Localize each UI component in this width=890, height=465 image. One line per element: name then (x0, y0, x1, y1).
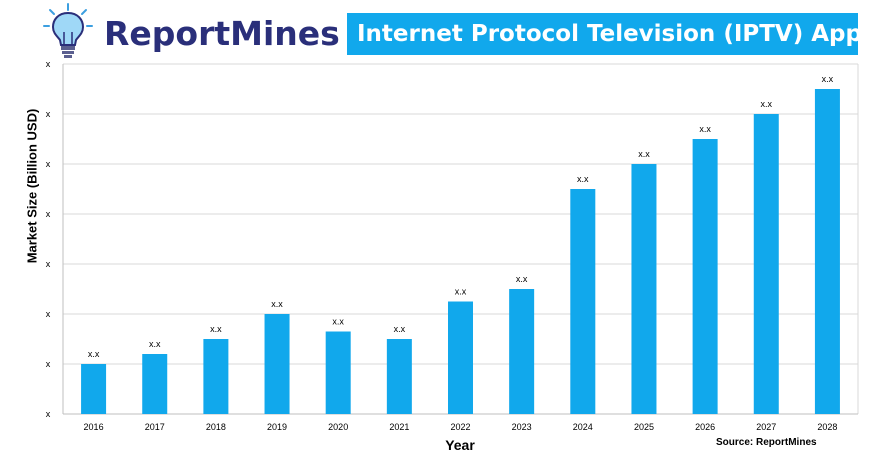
bar (203, 339, 229, 414)
data-label: x.x (699, 124, 711, 134)
data-label: x.x (822, 74, 834, 84)
data-label: x.x (577, 174, 589, 184)
bar (81, 364, 107, 414)
x-tick-label: 2018 (206, 422, 226, 432)
y-tick-label: x (46, 159, 51, 169)
data-label: x.x (149, 339, 161, 349)
bar (325, 331, 351, 414)
data-label: x.x (455, 287, 467, 297)
y-axis-label: Market Size (Billion USD) (24, 108, 40, 264)
bar (692, 139, 718, 414)
x-tick-label: 2024 (573, 422, 593, 432)
bar (509, 289, 535, 414)
data-label: x.x (88, 349, 100, 359)
x-tick-label: 2025 (634, 422, 654, 432)
brand-logo: ReportMines (42, 2, 342, 62)
x-tick-label: 2026 (695, 422, 715, 432)
y-tick-label: x (46, 259, 51, 269)
data-label: x.x (271, 299, 283, 309)
bar (386, 339, 412, 414)
y-tick-label: x (46, 209, 51, 219)
x-tick-label: 2021 (389, 422, 409, 432)
y-tick-label: x (46, 359, 51, 369)
y-tick-label: x (46, 309, 51, 319)
x-tick-label: 2023 (512, 422, 532, 432)
x-tick-label: 2019 (267, 422, 287, 432)
lightbulb-icon (43, 3, 93, 58)
data-label: x.x (210, 324, 222, 334)
bar (264, 314, 290, 414)
x-axis-label: Year (445, 437, 475, 453)
y-tick-label: x (46, 109, 51, 119)
x-tick-label: 2020 (328, 422, 348, 432)
bar (142, 354, 168, 414)
data-label: x.x (761, 99, 773, 109)
y-tick-label: x (46, 59, 51, 69)
x-tick-label: 2027 (756, 422, 776, 432)
y-tick-label: x (46, 409, 51, 419)
bar (753, 114, 779, 414)
bar (814, 89, 840, 414)
bar (570, 189, 596, 414)
chart-title: Internet Protocol Television (IPTV) Apps (347, 13, 858, 55)
data-label: x.x (516, 274, 528, 284)
data-label: x.x (394, 324, 406, 334)
x-tick-label: 2017 (145, 422, 165, 432)
bar (448, 301, 473, 414)
x-tick-label: 2022 (450, 422, 470, 432)
brand-name: ReportMines (104, 14, 340, 53)
x-tick-label: 2028 (817, 422, 837, 432)
bar (631, 164, 657, 414)
x-tick-label: 2016 (84, 422, 104, 432)
source-note: Source: ReportMines (716, 437, 817, 448)
data-label: x.x (332, 317, 344, 327)
data-label: x.x (638, 149, 650, 159)
